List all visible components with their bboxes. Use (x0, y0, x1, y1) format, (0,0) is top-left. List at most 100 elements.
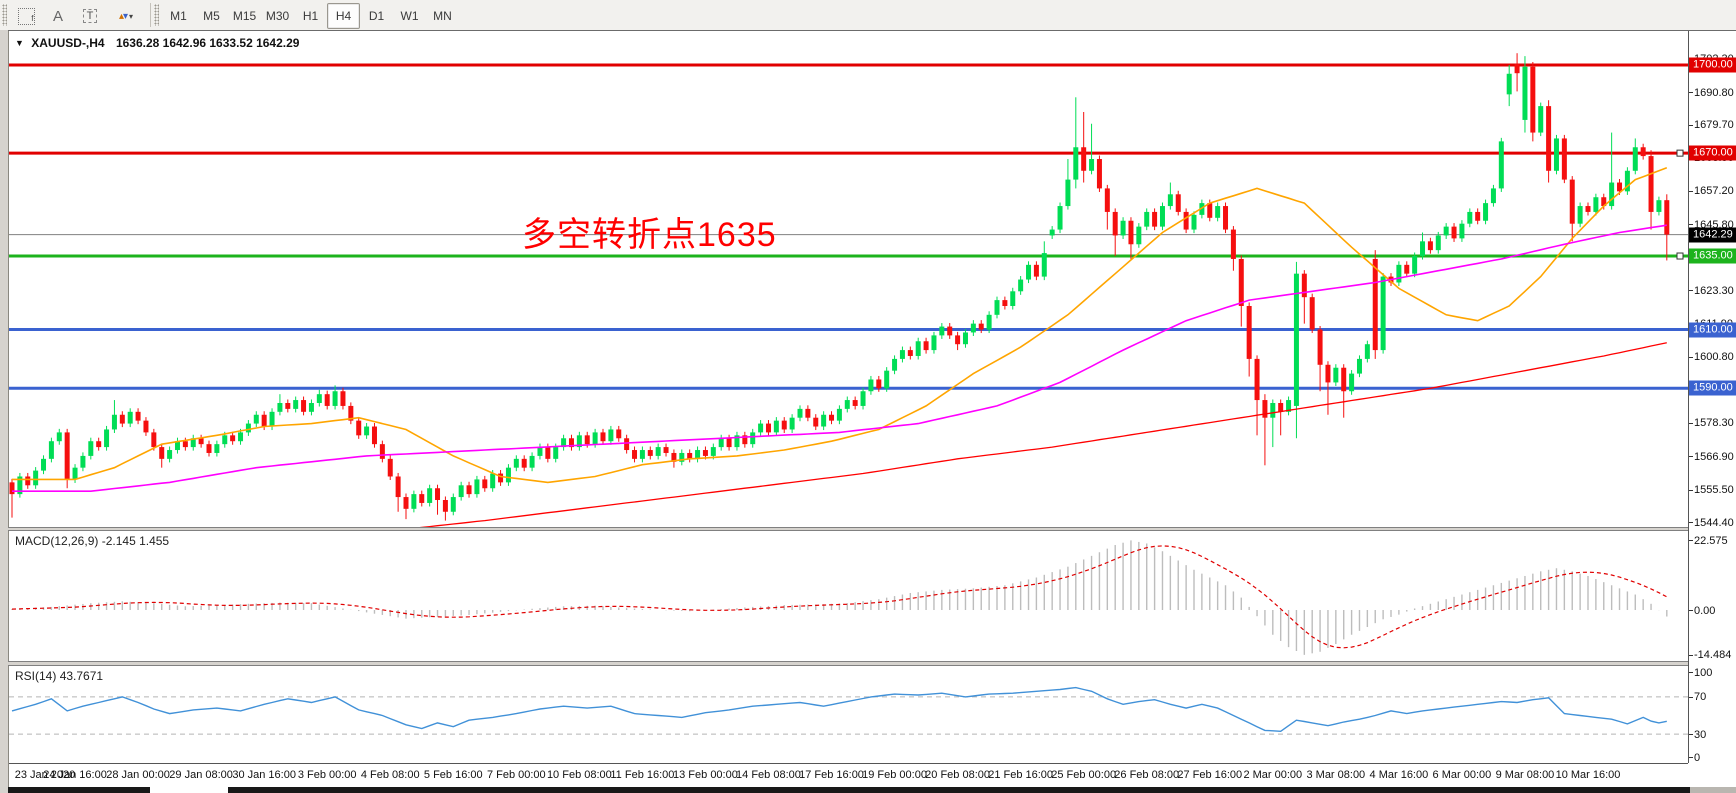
text-label-icon: T (82, 9, 98, 23)
candle (1089, 159, 1095, 171)
candle (986, 314, 992, 330)
panel-splitter-1[interactable] (8, 527, 1736, 531)
candle (1073, 147, 1079, 180)
candle (1041, 253, 1047, 277)
timeframe-button-m15[interactable]: M15 (232, 9, 257, 23)
candle (970, 323, 976, 333)
candle (1514, 64, 1520, 74)
candle (25, 476, 31, 486)
timeframe-button-m1[interactable]: M1 (170, 9, 187, 23)
candle (994, 300, 1000, 315)
candle (537, 447, 543, 456)
candle (616, 429, 622, 439)
candle (1435, 235, 1441, 251)
rsi-panel[interactable]: RSI(14) 43.7671 (9, 666, 1688, 762)
price-tick: 1578.30 (1694, 417, 1734, 430)
ma-mid-magenta (12, 224, 1667, 493)
timeframe-button-mn[interactable]: MN (433, 9, 452, 23)
cursor-arrows-button[interactable]: ▴▾ ▾ (106, 3, 146, 29)
candle (679, 452, 685, 462)
time-label: 24 Jan 16:00 (43, 769, 107, 781)
candle (111, 414, 117, 430)
timeframe-button-m5[interactable]: M5 (203, 9, 220, 23)
timeframe-button-m30[interactable]: M30 (265, 9, 290, 23)
candle (695, 450, 701, 459)
text-annotation-button[interactable]: A (42, 3, 74, 29)
candle (1238, 258, 1244, 306)
candle (490, 473, 496, 489)
text-label-button[interactable]: T (74, 3, 106, 29)
candle (1270, 402, 1276, 418)
timeframe-button-w1[interactable]: W1 (400, 9, 419, 23)
indicators-grid-button[interactable]: f (10, 3, 42, 29)
candle (269, 411, 275, 427)
candle (1412, 256, 1418, 274)
time-label: 6 Mar 00:00 (1432, 769, 1492, 781)
time-axis[interactable]: 23 Jan 2020 24 Jan 16:00 28 Jan 00:00 29 Ja… (9, 763, 1688, 787)
price-axis[interactable]: 1702.301690.801679.701668.501657.201645.… (1689, 31, 1736, 786)
candle (88, 441, 94, 456)
candle (1356, 358, 1362, 374)
candle (190, 438, 196, 448)
candle (1191, 214, 1197, 230)
candle (206, 444, 212, 453)
candle (876, 379, 882, 389)
bottom-window-edge-3 (1690, 787, 1736, 793)
line-handle[interactable] (1676, 149, 1684, 157)
candle (119, 414, 125, 424)
time-label: 13 Feb 00:00 (673, 769, 738, 781)
candle (1585, 206, 1591, 212)
rsi-tick: 30 (1694, 728, 1707, 741)
candle (198, 438, 204, 445)
candle (836, 408, 842, 421)
indicators-grid-icon: f (17, 7, 35, 25)
candle (1246, 305, 1252, 359)
price-chart-canvas[interactable] (9, 31, 1688, 527)
timeframe-button-d1[interactable]: D1 (368, 9, 385, 23)
toolbar-grip-2[interactable] (154, 4, 159, 26)
candle (1490, 188, 1496, 204)
candle (1286, 400, 1292, 412)
tick-mark (1689, 290, 1693, 292)
candle (600, 432, 606, 442)
candle (96, 441, 102, 448)
timeframe-button-h1[interactable]: H1 (302, 9, 319, 23)
time-label: 27 Feb 16:00 (1177, 769, 1243, 781)
candle (955, 335, 961, 345)
toolbar-grip[interactable] (2, 4, 7, 26)
candle (553, 447, 559, 459)
candle (1112, 211, 1118, 236)
candle (1380, 276, 1386, 351)
candle (174, 441, 180, 451)
candle (1057, 206, 1063, 230)
price-chart-panel[interactable]: ▼ XAUUSD-,H4 1636.28 1642.96 1633.52 164… (9, 31, 1688, 527)
candle (411, 494, 417, 509)
candle (1624, 170, 1630, 192)
text-annotation-1635[interactable]: 多空转折点1635 (522, 216, 777, 254)
candle (734, 435, 740, 448)
candle (978, 323, 984, 330)
candle (1317, 329, 1323, 365)
candle (1396, 264, 1402, 283)
tick-mark (1689, 654, 1693, 656)
macd-panel[interactable]: MACD(12,26,9) -2.145 1.455 (9, 531, 1688, 661)
candle (151, 432, 157, 448)
candle (230, 435, 236, 442)
price-tag-1635.00: 1635.00 (1689, 248, 1736, 264)
panel-splitter-2[interactable] (8, 661, 1736, 666)
candle (931, 335, 937, 351)
toolbar-separator (150, 3, 151, 27)
candle (687, 452, 693, 459)
candle (1538, 106, 1544, 133)
symbol-timeframe-label: XAUUSD-,H4 (31, 36, 105, 50)
line-handle[interactable] (1676, 252, 1684, 260)
symbol-dropdown-icon[interactable]: ▼ (15, 38, 24, 48)
candle (1546, 106, 1552, 171)
price-tick: 1566.90 (1694, 450, 1734, 463)
macd-tick: -14.484 (1694, 649, 1732, 662)
candle (1223, 206, 1229, 230)
timeframe-button-h4[interactable]: H4 (327, 3, 360, 29)
candle (710, 447, 716, 456)
candle (1569, 179, 1575, 224)
candle (1593, 197, 1599, 212)
